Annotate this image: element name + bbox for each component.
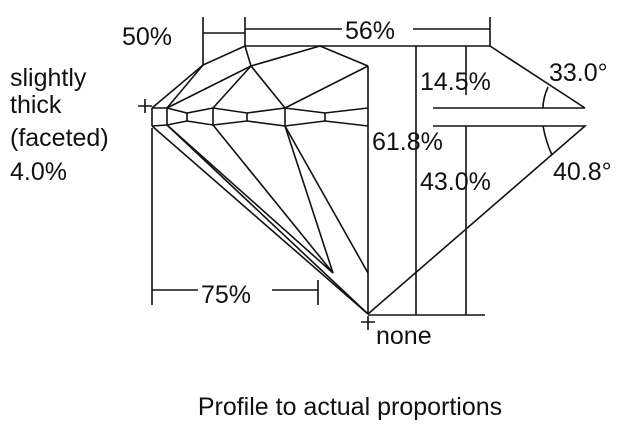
girdle-label-line2: thick xyxy=(10,91,62,119)
girdle-bottom xyxy=(151,120,369,127)
culet-marker xyxy=(361,316,375,330)
culet-label: none xyxy=(376,322,432,350)
crown-left-edge xyxy=(151,45,246,109)
crown-height-label: 14.5% xyxy=(420,68,491,96)
crown-facet xyxy=(244,45,369,67)
dimension-lines xyxy=(151,17,588,316)
pavilion-angle-label: 40.8° xyxy=(553,158,612,186)
crown-facet xyxy=(250,65,369,110)
pavilion-facet xyxy=(212,124,334,274)
lower-half-dimension xyxy=(151,128,319,305)
crown-angle-label: 33.0° xyxy=(549,59,608,87)
labels: 50% 56% 14.5% 33.0° 61.8% 43.0% 40.8° 75… xyxy=(10,17,612,421)
depth-dimension xyxy=(368,46,485,316)
crown-facet xyxy=(212,65,252,109)
lower-half-label: 75% xyxy=(201,281,251,309)
pavilion-facet xyxy=(284,125,334,274)
pavilion-depth-label: 43.0% xyxy=(420,168,491,196)
angle-profile xyxy=(367,45,588,315)
diamond-outline xyxy=(138,45,490,330)
crown-facet xyxy=(166,65,252,109)
total-depth-label: 61.8% xyxy=(372,128,443,156)
girdle-value-label: 4.0% xyxy=(10,158,67,186)
table-dimension xyxy=(245,17,491,46)
girdle-top xyxy=(152,107,369,114)
pavilion-facet xyxy=(166,124,334,274)
star-dimension xyxy=(202,17,246,65)
girdle-marker xyxy=(138,99,152,113)
angle-arcs xyxy=(542,86,553,156)
star-length-label: 50% xyxy=(122,23,172,51)
pavilion-facet xyxy=(284,125,369,274)
girdle-label-line3: (faceted) xyxy=(10,124,109,152)
table-label: 56% xyxy=(345,17,395,45)
girdle-label-line1: slightly xyxy=(10,64,87,92)
crown-facet xyxy=(166,64,204,109)
pavilion-edge xyxy=(151,125,369,315)
pavilion-facet xyxy=(166,124,369,315)
caption: Profile to actual proportions xyxy=(198,393,502,421)
